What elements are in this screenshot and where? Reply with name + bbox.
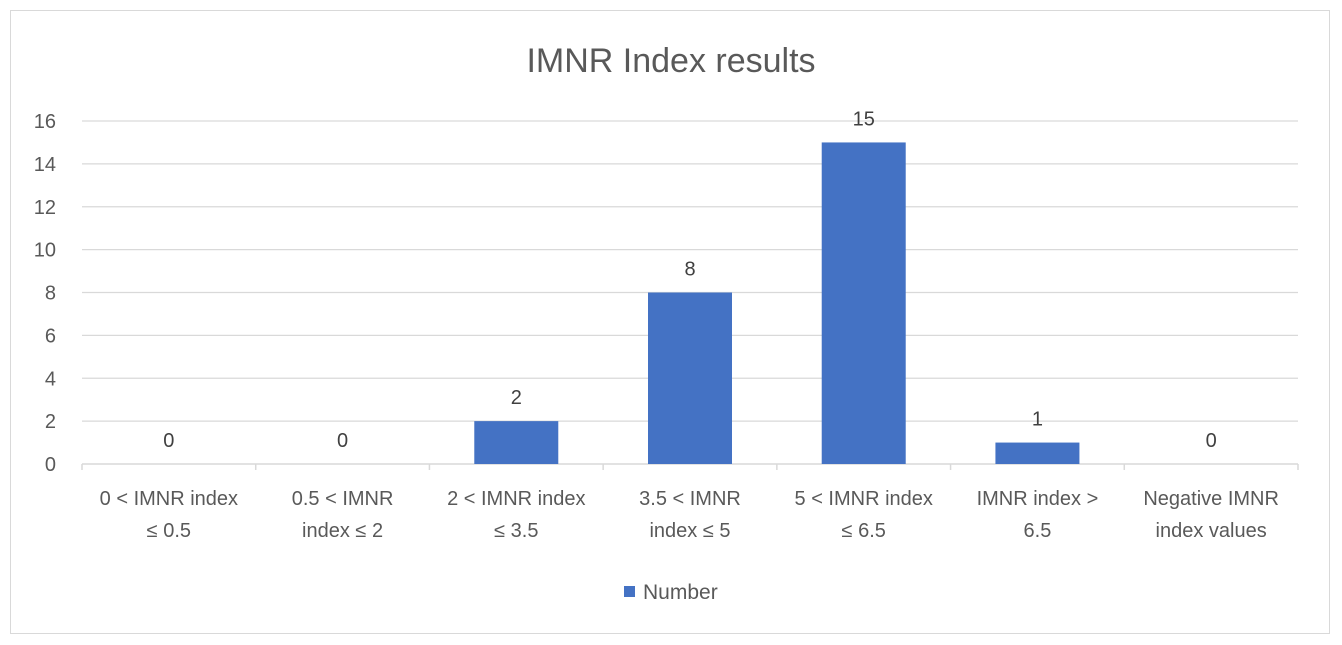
bars — [474, 142, 1080, 464]
x-tick-label: 0 < IMNR index ≤ 0.5 — [100, 488, 238, 542]
data-label: 1 — [1032, 409, 1043, 431]
y-tick-label: 2 — [45, 411, 56, 433]
bar — [474, 421, 559, 464]
x-tick-label: Negative IMNR index values — [1143, 488, 1279, 542]
category-labels: 0 < IMNR index ≤ 0.5 0.5 < IMNR index ≤ 2 2 … — [100, 488, 1279, 542]
bar — [821, 142, 906, 464]
legend-label: Number — [643, 581, 718, 604]
data-label: 15 — [853, 108, 875, 130]
y-axis-ticks: 0 2 4 6 8 10 12 14 16 — [34, 111, 56, 476]
data-label: 0 — [163, 430, 174, 452]
x-tick-label: IMNR index >6.5 — [977, 488, 1099, 542]
x-tick-label: 5 < IMNR index ≤ 6.5 — [795, 488, 933, 542]
y-tick-label: 6 — [45, 325, 56, 347]
legend-swatch — [624, 586, 635, 597]
y-tick-label: 0 — [45, 454, 56, 476]
y-tick-label: 14 — [34, 154, 56, 176]
x-tick-label: 2 < IMNR index ≤ 3.5 — [447, 488, 585, 542]
x-tick-label: 3.5 < IMNR index ≤ 5 — [639, 488, 741, 542]
y-tick-label: 4 — [45, 368, 56, 390]
data-label: 0 — [1206, 430, 1217, 452]
data-label: 0 — [337, 430, 348, 452]
data-label: 2 — [511, 387, 522, 409]
bar — [995, 442, 1080, 464]
x-tick-label: 0.5 < IMNR index ≤ 2 — [292, 488, 394, 542]
y-tick-label: 12 — [34, 197, 56, 219]
chart-title: IMNR Index results — [526, 42, 815, 80]
data-labels: 0 0 2 8 15 1 0 — [163, 108, 1216, 452]
legend: Number — [624, 581, 718, 604]
y-tick-label: 16 — [34, 111, 56, 133]
bar — [648, 292, 732, 464]
y-tick-label: 10 — [34, 240, 56, 262]
y-tick-label: 8 — [45, 283, 56, 305]
gridlines — [82, 120, 1298, 422]
data-label: 8 — [684, 259, 695, 281]
x-axis — [81, 463, 1299, 470]
